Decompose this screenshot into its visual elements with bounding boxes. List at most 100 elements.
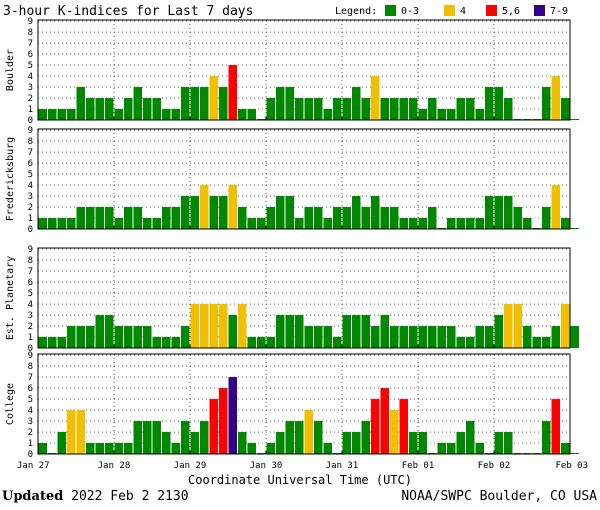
x-tick-label: Feb 01 xyxy=(402,461,435,471)
bar xyxy=(105,98,114,120)
bar xyxy=(456,98,465,120)
y-tick-label: 0 xyxy=(28,116,33,126)
bar xyxy=(333,98,342,120)
y-tick-label: 8 xyxy=(28,256,33,266)
bar xyxy=(323,443,332,454)
bar xyxy=(561,443,570,454)
bar xyxy=(342,207,351,229)
bar xyxy=(152,337,161,348)
y-tick-label: 3 xyxy=(28,192,33,202)
legend-swatch xyxy=(486,5,497,16)
y-tick-label: 6 xyxy=(28,384,33,394)
bar xyxy=(152,421,161,454)
panel-border xyxy=(37,247,571,349)
bar xyxy=(285,87,294,120)
bar xyxy=(304,326,313,348)
bar xyxy=(57,337,66,348)
bar xyxy=(466,218,475,229)
bar xyxy=(418,218,427,229)
bar xyxy=(247,443,256,454)
bar xyxy=(171,443,180,454)
bar xyxy=(247,109,256,120)
bar xyxy=(133,326,142,348)
bar xyxy=(371,76,380,120)
bar xyxy=(504,196,513,229)
bar xyxy=(428,326,437,348)
bar xyxy=(76,207,85,229)
bar xyxy=(314,421,323,454)
bar xyxy=(504,432,513,454)
bar xyxy=(304,410,313,454)
bar xyxy=(285,196,294,229)
bar xyxy=(209,304,218,348)
bar xyxy=(48,109,57,120)
bar xyxy=(76,87,85,120)
bar xyxy=(494,196,503,229)
bar xyxy=(342,98,351,120)
bar xyxy=(504,304,513,348)
y-tick-label: 0 xyxy=(28,450,33,460)
bar xyxy=(76,410,85,454)
bar xyxy=(57,109,66,120)
bar xyxy=(456,337,465,348)
bar xyxy=(437,443,446,454)
panel-label: Fredericksburg xyxy=(5,137,16,221)
bar xyxy=(181,87,190,120)
bar xyxy=(133,207,142,229)
bar xyxy=(371,196,380,229)
bar xyxy=(314,207,323,229)
bar xyxy=(418,326,427,348)
bar xyxy=(390,410,399,454)
bar xyxy=(485,196,494,229)
y-tick-label: 4 xyxy=(28,406,33,416)
x-tick-label: Jan 28 xyxy=(98,461,131,471)
bar xyxy=(570,119,579,120)
bar xyxy=(342,432,351,454)
bar xyxy=(266,98,275,120)
bar xyxy=(76,326,85,348)
x-axis-label: Coordinate Universal Time (UTC) xyxy=(188,473,412,487)
bar xyxy=(124,443,133,454)
bar xyxy=(200,185,209,229)
bar xyxy=(333,337,342,348)
y-tick-label: 4 xyxy=(28,300,33,310)
y-tick-label: 4 xyxy=(28,181,33,191)
bar xyxy=(143,98,152,120)
bar xyxy=(494,87,503,120)
bar xyxy=(48,218,57,229)
legend-swatch xyxy=(444,5,455,16)
bar xyxy=(570,228,579,229)
bar xyxy=(95,443,104,454)
bar xyxy=(228,315,237,348)
bar xyxy=(247,218,256,229)
y-tick-label: 8 xyxy=(28,137,33,147)
bar xyxy=(428,207,437,229)
y-tick-label: 2 xyxy=(28,322,33,332)
bar xyxy=(219,304,228,348)
bar xyxy=(361,98,370,120)
y-tick-label: 1 xyxy=(28,333,33,343)
y-tick-label: 9 xyxy=(28,126,33,136)
bar xyxy=(219,87,228,120)
bar xyxy=(314,98,323,120)
bar xyxy=(390,326,399,348)
bar xyxy=(542,337,551,348)
bar xyxy=(114,218,123,229)
bar xyxy=(238,304,247,348)
bar xyxy=(485,326,494,348)
bar xyxy=(323,218,332,229)
bar xyxy=(95,98,104,120)
bar xyxy=(314,326,323,348)
bar xyxy=(67,410,76,454)
y-tick-label: 6 xyxy=(28,278,33,288)
bar xyxy=(67,326,76,348)
bar xyxy=(209,196,218,229)
y-tick-label: 1 xyxy=(28,214,33,224)
legend-swatch xyxy=(385,5,396,16)
bar xyxy=(228,377,237,454)
bar xyxy=(95,315,104,348)
legend-swatch xyxy=(534,5,545,16)
